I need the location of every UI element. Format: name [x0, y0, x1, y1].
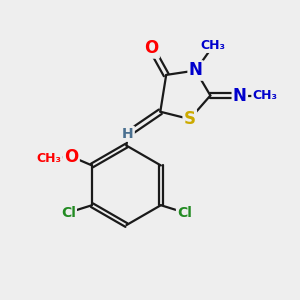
Text: CH₃: CH₃ [252, 89, 277, 102]
Text: O: O [64, 148, 79, 166]
Text: H: H [122, 127, 134, 141]
Text: CH₃: CH₃ [201, 39, 226, 52]
Text: Cl: Cl [177, 206, 192, 220]
Text: N: N [189, 61, 202, 80]
Text: CH₃: CH₃ [37, 152, 62, 165]
Text: S: S [184, 110, 196, 128]
Text: O: O [144, 39, 159, 57]
Text: N: N [233, 86, 247, 104]
Text: Cl: Cl [61, 206, 76, 220]
